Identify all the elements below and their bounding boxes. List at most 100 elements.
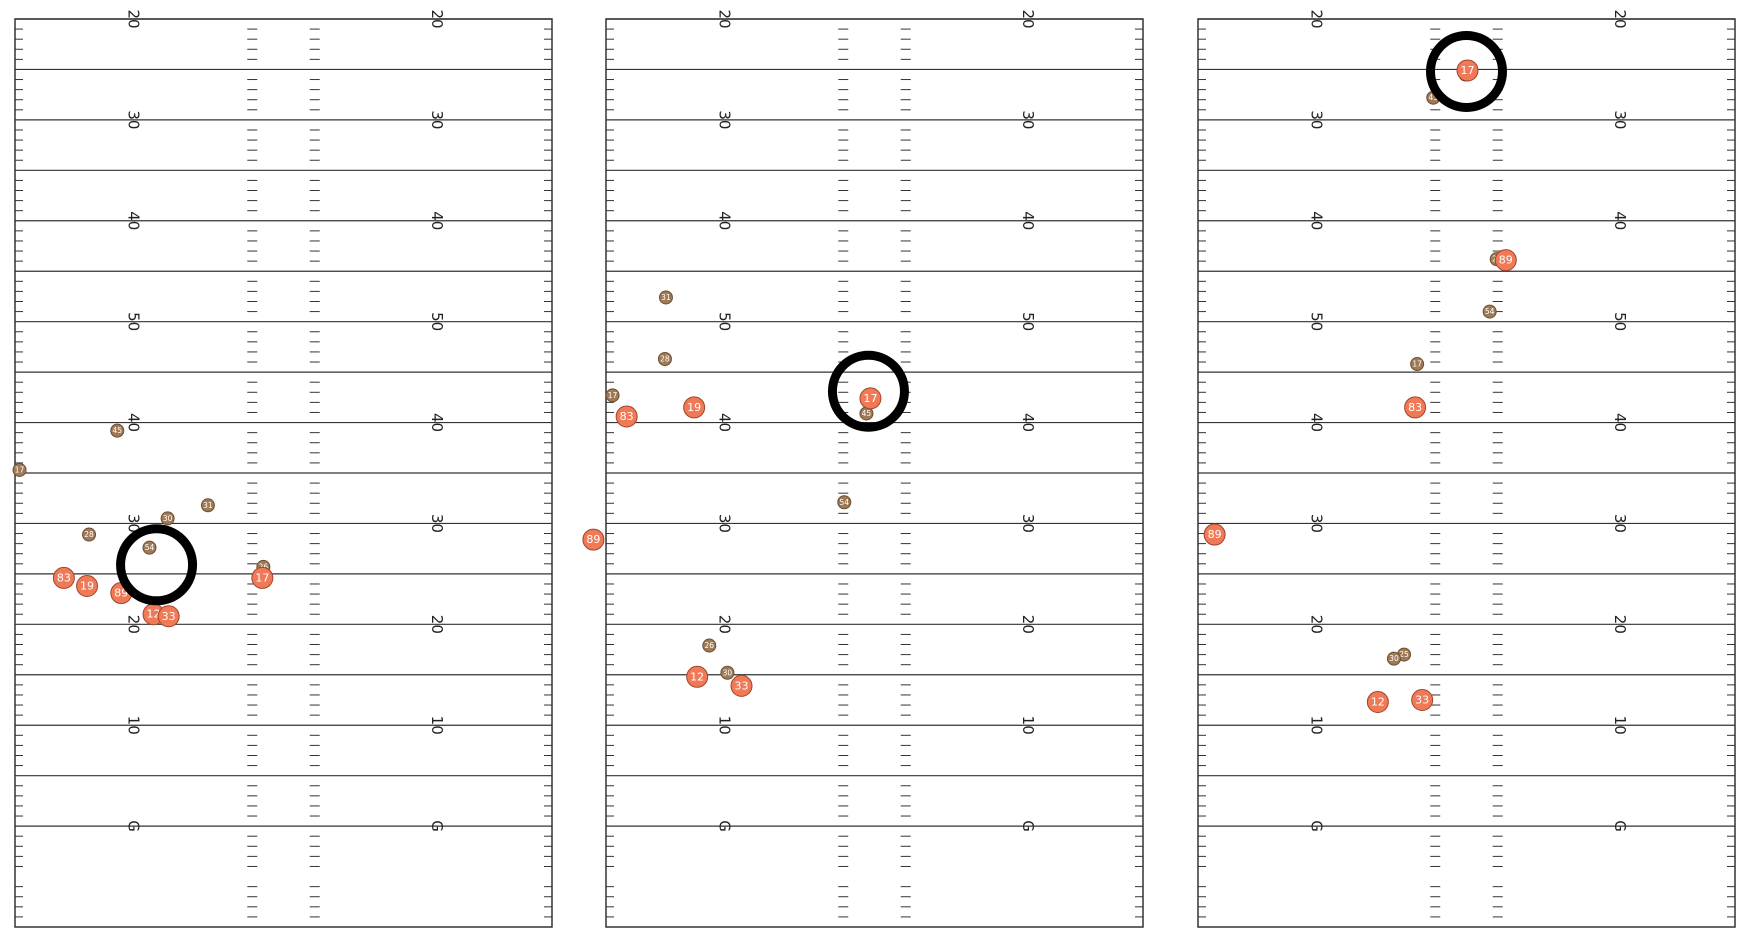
yard-number-label: 20	[428, 9, 446, 28]
yard-number-label: 40	[428, 211, 446, 230]
defense-player-dot	[720, 665, 735, 680]
defense-player-dot	[160, 511, 175, 526]
yard-number-label: 20	[125, 615, 143, 634]
defense-player-dot	[702, 638, 717, 653]
player-number-label: 31	[203, 501, 213, 510]
player-number-label: 25	[1399, 650, 1409, 659]
defense-player-dot	[82, 527, 97, 542]
yard-number-label: 30	[125, 110, 143, 129]
yard-number-label: 20	[125, 9, 143, 28]
player-number-label: 30	[723, 668, 733, 677]
offense-player-dot	[686, 665, 709, 688]
yard-number-label: G	[716, 820, 734, 832]
defense-player-dot	[605, 388, 620, 403]
yard-number-label: 20	[1019, 9, 1037, 28]
defense-player-dot	[658, 290, 673, 305]
yard-number-label: 30	[1611, 110, 1629, 129]
yard-number-label: 20	[716, 615, 734, 634]
yard-number-label: 30	[1019, 514, 1037, 533]
offense-player-dot	[251, 566, 274, 589]
yard-number-label: 30	[1308, 514, 1326, 533]
offense-player-marker: 83	[52, 566, 75, 589]
player-number-label: 17	[255, 571, 269, 584]
yard-number-label: 20	[1611, 615, 1629, 634]
player-number-label: 17	[1412, 360, 1422, 369]
yard-number-label: 40	[1611, 211, 1629, 230]
yard-number-label: 10	[716, 716, 734, 735]
yard-number-label: G	[1308, 820, 1326, 832]
defense-player-marker: 28	[657, 351, 672, 366]
offense-player-marker: 12	[686, 665, 709, 688]
yard-number-label: 20	[1308, 615, 1326, 634]
defense-player-dot	[657, 351, 672, 366]
highlight-ring	[116, 524, 198, 606]
offense-player-marker: 89	[1203, 523, 1226, 546]
player-number-label: 30	[1389, 654, 1399, 663]
offense-player-marker: 33	[157, 605, 180, 628]
yard-number-label: 40	[1019, 211, 1037, 230]
defense-player-marker: 30	[720, 665, 735, 680]
offense-player-dot	[76, 574, 99, 597]
yard-number-label: 40	[1019, 413, 1037, 432]
yard-number-label: 30	[1019, 110, 1037, 129]
offense-player-marker: 12	[1366, 691, 1389, 714]
player-number-label: 12	[147, 608, 161, 621]
offense-player-dot	[730, 674, 753, 697]
yard-number-label: 40	[716, 211, 734, 230]
player-number-label: 17	[608, 391, 618, 400]
player-number-label: 89	[1499, 254, 1513, 267]
yard-number-label: 20	[428, 615, 446, 634]
yard-number-label: 50	[1019, 312, 1037, 331]
player-number-label: 17	[1461, 64, 1475, 77]
yard-number-label: 30	[428, 514, 446, 533]
player-number-label: 26	[704, 641, 714, 650]
player-number-label: 33	[1415, 694, 1429, 707]
player-number-label: 26	[259, 562, 269, 571]
offense-player-dot	[1404, 396, 1427, 419]
player-number-label: 33	[162, 610, 176, 623]
offense-player-dot	[615, 405, 638, 428]
player-number-label: 31	[661, 293, 671, 302]
yard-number-label: 20	[716, 9, 734, 28]
offense-player-dot	[1494, 249, 1517, 272]
player-number-label: 83	[620, 410, 634, 423]
offense-player-marker: 89	[1494, 249, 1517, 272]
player-number-label: 12	[1371, 696, 1385, 709]
offense-player-marker: 17	[1456, 59, 1479, 82]
offense-player-dot	[859, 387, 882, 410]
field-panel-1: GG10102020303040405050404030302020101017…	[12, 9, 553, 928]
offense-player-dot	[683, 396, 706, 419]
player-number-label: 28	[84, 530, 94, 539]
yard-number-label: 10	[1308, 716, 1326, 735]
yard-number-label: 50	[1611, 312, 1629, 331]
yard-number-label: G	[428, 820, 446, 832]
defense-player-marker: 17	[12, 462, 27, 477]
defense-player-marker: 45	[110, 423, 125, 438]
defense-player-dot	[1386, 651, 1401, 666]
defense-player-dot	[837, 495, 852, 510]
yard-number-label: 20	[1019, 615, 1037, 634]
player-number-label: 19	[80, 579, 94, 592]
yard-number-label: 10	[1611, 716, 1629, 735]
yard-number-label: 40	[1308, 211, 1326, 230]
yard-number-label: 40	[125, 413, 143, 432]
defense-player-marker: 17	[1410, 357, 1425, 372]
yard-number-label: 20	[1308, 9, 1326, 28]
yard-number-label: 40	[428, 413, 446, 432]
defense-player-dot	[1482, 304, 1497, 319]
defense-player-marker: 54	[1482, 304, 1497, 319]
yard-number-label: 30	[125, 514, 143, 533]
offense-player-dot	[52, 566, 75, 589]
yard-number-label: 40	[125, 211, 143, 230]
offense-player-dot	[1411, 689, 1434, 711]
yard-number-label: 20	[1611, 9, 1629, 28]
player-number-label: 30	[163, 514, 173, 523]
yard-number-label: 50	[428, 312, 446, 331]
offense-player-marker: 83	[615, 405, 638, 428]
yard-number-label: 30	[716, 110, 734, 129]
defense-player-marker: 28	[82, 527, 97, 542]
defense-player-dot	[12, 462, 27, 477]
offense-player-marker: 83	[1404, 396, 1427, 419]
offense-player-marker: 33	[1411, 689, 1434, 711]
offense-player-dot	[582, 528, 605, 551]
